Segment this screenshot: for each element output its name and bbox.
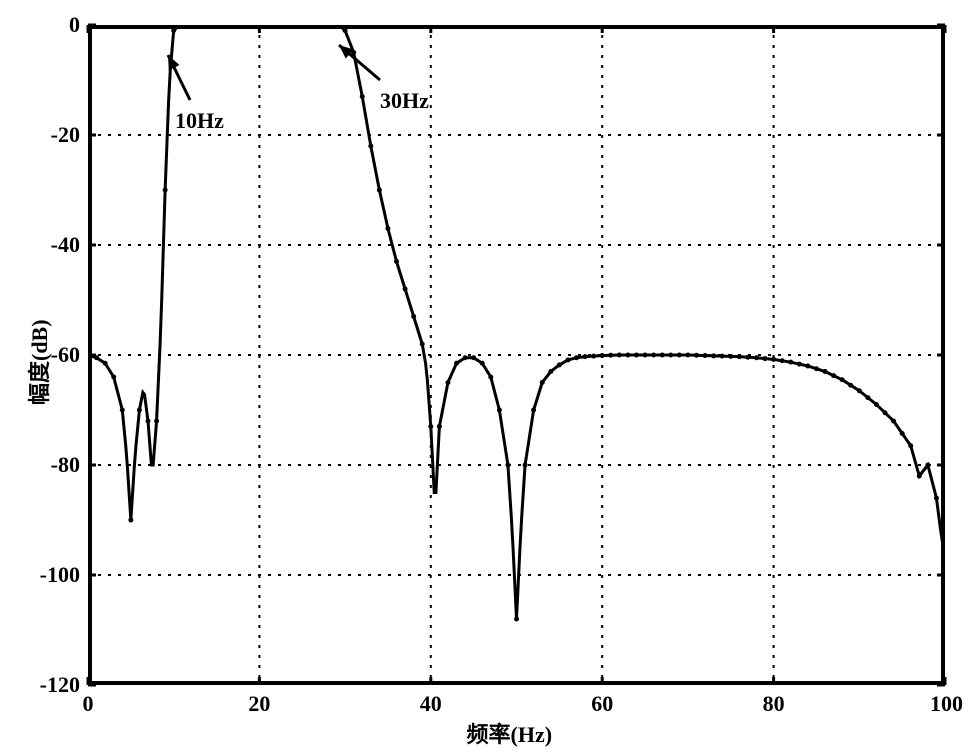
y-tick-label: 0 <box>69 12 80 38</box>
x-tick-label: 100 <box>930 691 960 717</box>
y-tick-label: -40 <box>51 232 80 258</box>
y-tick-label: -20 <box>51 122 80 148</box>
annotation-label: 10Hz <box>175 108 224 134</box>
x-tick-label: 40 <box>416 691 446 717</box>
x-axis-label: 频率(Hz) <box>467 717 553 749</box>
plot-svg <box>0 0 972 749</box>
y-tick-label: -100 <box>40 562 80 588</box>
y-axis-label: 幅度(dB) <box>22 319 54 405</box>
y-tick-label: -120 <box>40 672 80 698</box>
figure: 频率(Hz) 幅度(dB) 0 20 40 60 80 100 -120 -100 -80 -60… <box>0 0 972 749</box>
x-tick-label: 80 <box>759 691 789 717</box>
x-tick-label: 60 <box>587 691 617 717</box>
x-tick-label: 20 <box>244 691 274 717</box>
annotation-label: 30Hz <box>380 88 429 114</box>
y-tick-label: -80 <box>51 452 80 478</box>
y-tick-label: -60 <box>51 342 80 368</box>
